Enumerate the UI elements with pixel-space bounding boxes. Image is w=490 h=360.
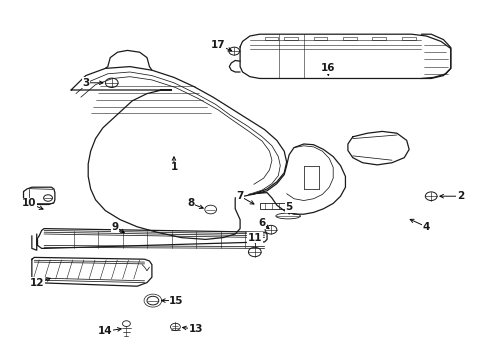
Text: 9: 9	[112, 222, 119, 232]
Text: 8: 8	[188, 198, 195, 208]
Text: 5: 5	[286, 202, 293, 212]
Bar	[314, 37, 327, 40]
Text: 12: 12	[29, 278, 44, 288]
Bar	[343, 37, 357, 40]
Bar	[265, 37, 278, 40]
Text: 3: 3	[82, 78, 89, 88]
Bar	[284, 37, 298, 40]
Text: 7: 7	[236, 191, 244, 201]
Text: 6: 6	[259, 218, 266, 228]
Bar	[372, 37, 386, 40]
Text: 15: 15	[169, 296, 184, 306]
Text: 1: 1	[171, 162, 177, 172]
Text: 14: 14	[98, 326, 113, 336]
Text: 11: 11	[247, 233, 262, 243]
Text: 10: 10	[22, 198, 37, 208]
Text: 2: 2	[457, 191, 464, 201]
Text: 13: 13	[189, 324, 203, 334]
Text: 4: 4	[422, 222, 430, 232]
Text: 16: 16	[321, 63, 336, 73]
Bar	[402, 37, 416, 40]
Bar	[260, 203, 292, 209]
Text: 17: 17	[211, 40, 225, 50]
